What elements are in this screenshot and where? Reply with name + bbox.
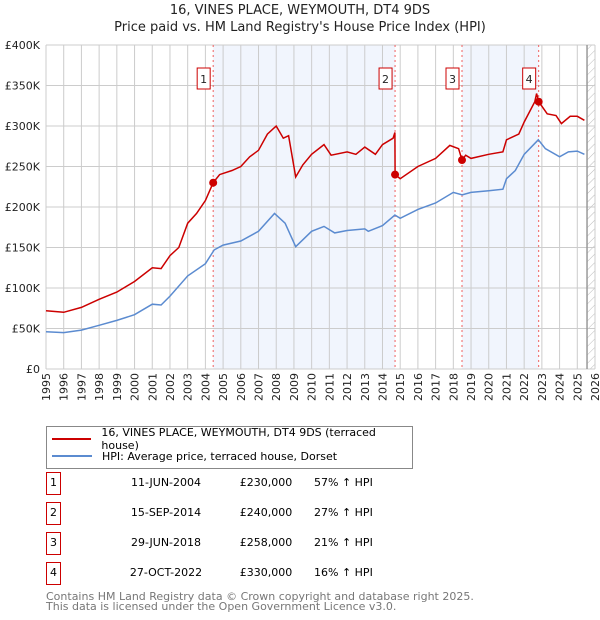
x-tick-label: 2019 [465,373,478,401]
x-tick-label: 1996 [58,373,71,401]
sale-hpi-diff: 57% ↑ HPI [314,476,373,489]
y-tick-label: £150K [5,242,41,255]
x-tick-label: 2021 [500,373,513,401]
x-tick-label: 2001 [146,373,159,401]
y-tick-label: £200K [5,201,41,214]
x-tick-label: 2011 [323,373,336,401]
x-tick-label: 1997 [75,373,88,401]
chart-title: 16, VINES PLACE, WEYMOUTH, DT4 9DS [169,3,431,18]
y-tick-label: £300K [5,120,41,133]
x-tick-label: 2013 [359,373,372,401]
x-tick-label: 2006 [235,373,248,401]
footer-licence: This data is licensed under the Open Gov… [46,600,397,613]
price-chart: 1995 1996 1997 1998 1999 2000 2001 2002 2003 2004… [5,39,600,401]
sale-point [391,170,400,179]
sale-date: 15-SEP-2014 [130,506,202,519]
sale-label-number: 3 [449,73,456,86]
x-tick-label: 2008 [270,373,283,401]
sale-number-badge: 4 [46,562,61,585]
sale-date: 11-JUN-2004 [130,476,202,489]
sale-row: 3 29-JUN-2018 £258,000 21% ↑ HPI [46,532,446,555]
sale-label-number: 1 [200,73,207,86]
sale-number-badge: 2 [46,502,61,525]
legend-item-hpi: HPI: Average price, terraced house, Dors… [52,448,337,464]
sale-row: 1 11-JUN-2004 £230,000 57% ↑ HPI [46,472,446,495]
sale-hpi-diff: 16% ↑ HPI [314,566,373,579]
y-tick-label: £50K [12,323,41,336]
x-tick-label: 2016 [412,373,425,401]
sale-label-number: 2 [382,73,389,86]
sale-label-number: 4 [526,73,533,86]
y-tick-label: £0 [26,363,40,376]
x-tick-label: 2002 [164,373,177,401]
sale-label-box [522,67,537,90]
sale-hpi-diff: 21% ↑ HPI [314,536,373,549]
hpi-line [45,138,585,334]
x-tick-label: 2003 [182,373,195,401]
sale-price: £258,000 [239,536,293,549]
x-tick-label: 1995 [40,373,53,401]
sale-label-box [378,67,393,90]
x-tick-label: 1998 [93,373,106,401]
sale-point [534,97,543,106]
x-tick-label: 2023 [536,373,549,401]
sale-price: £240,000 [239,506,293,519]
legend-label: HPI: Average price, terraced house, Dors… [102,449,338,463]
x-tick-label: 2020 [483,373,496,401]
sale-number-badge: 1 [46,472,61,495]
x-tick-label: 2022 [518,373,531,401]
y-tick-label: £400K [5,39,41,52]
footer-copyright: Contains HM Land Registry data © Crown c… [46,590,474,603]
x-tick-label: 2005 [217,373,230,401]
chart-subtitle: Price paid vs. HM Land Registry's House … [114,20,486,35]
y-tick-label: £250K [5,161,41,174]
x-tick-label: 2012 [341,373,354,401]
x-tick-label: 2004 [199,373,212,401]
sale-row: 4 27-OCT-2022 £330,000 16% ↑ HPI [46,562,446,585]
sale-point [458,156,467,165]
x-tick-label: 2018 [447,373,460,401]
sale-price: £230,000 [239,476,293,489]
sale-number-badge: 3 [46,532,61,555]
x-tick-label: 2014 [376,373,389,401]
x-tick-label: 1999 [111,373,124,401]
legend-label: 16, VINES PLACE, WEYMOUTH, DT4 9DS (terr… [101,426,376,452]
sale-date: 29-JUN-2018 [130,536,202,549]
x-tick-label: 2017 [430,373,443,401]
sale-row: 2 15-SEP-2014 £240,000 27% ↑ HPI [46,502,446,525]
legend-swatch-red [52,438,92,440]
sale-hpi-diff: 27% ↑ HPI [314,506,373,519]
x-tick-label: 2015 [394,373,407,401]
sale-price: £330,000 [239,566,293,579]
y-tick-label: £100K [5,282,41,295]
x-tick-label: 2026 [589,373,600,401]
legend-swatch-blue [52,455,92,457]
x-tick-label: 2009 [288,373,301,401]
legend: 16, VINES PLACE, WEYMOUTH, DT4 9DS (terr… [46,426,413,469]
y-tick-label: £350K [5,80,41,93]
sale-label-box [445,67,460,90]
sale-point [209,178,218,187]
x-tick-label: 2007 [253,373,266,401]
x-tick-label: 2010 [306,373,319,401]
sale-label-box [196,67,211,90]
property-price-line [45,93,585,314]
x-tick-label: 2025 [571,373,584,401]
x-tick-label: 2024 [554,373,567,401]
sale-date: 27-OCT-2022 [129,566,203,579]
x-tick-label: 2000 [129,373,142,401]
legend-item-property: 16, VINES PLACE, WEYMOUTH, DT4 9DS (terr… [52,426,412,452]
